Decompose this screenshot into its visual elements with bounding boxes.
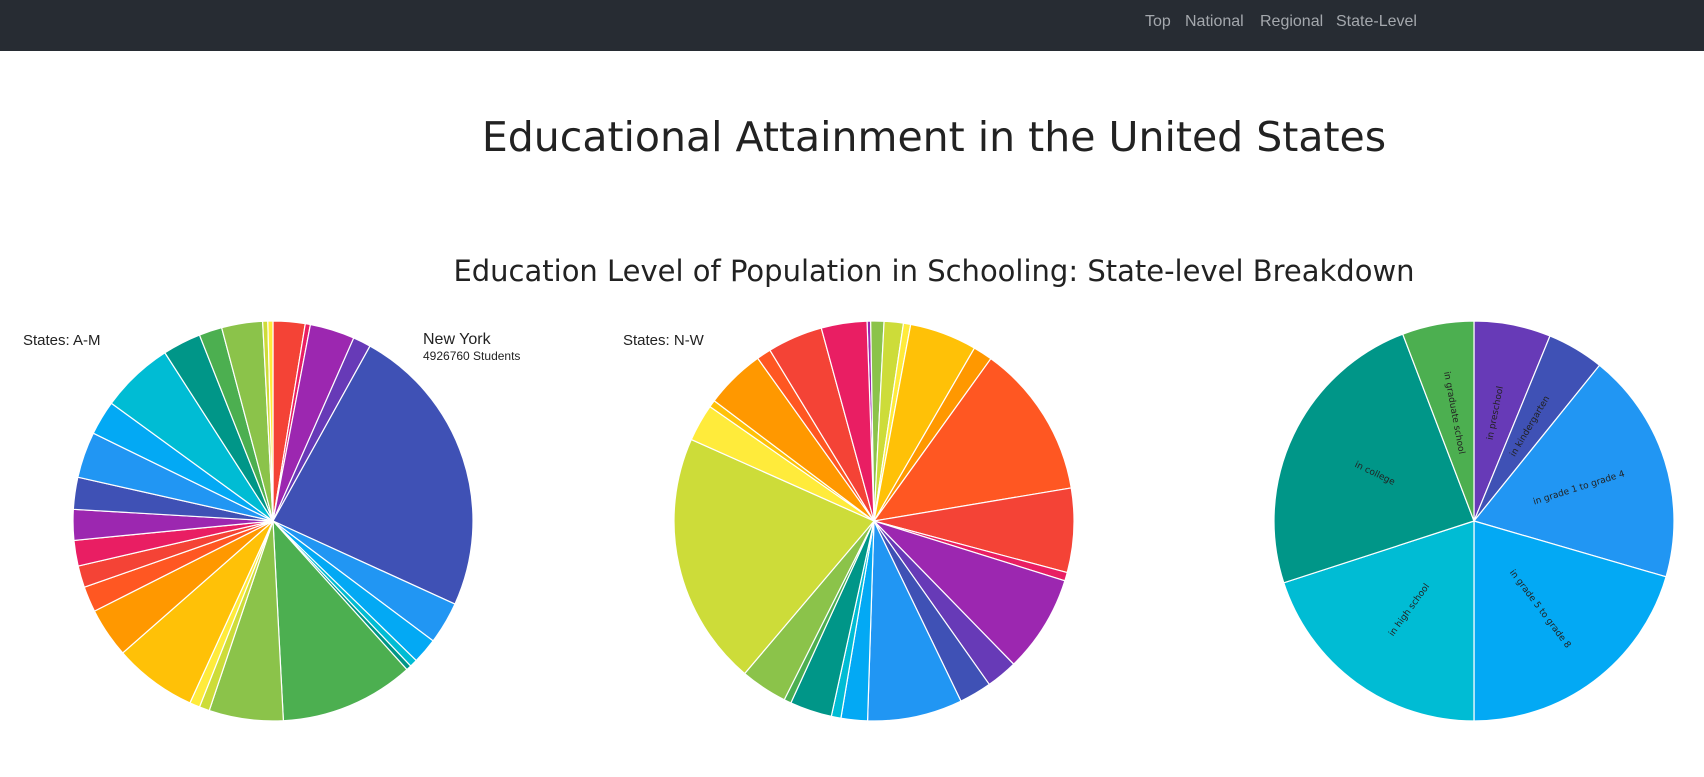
pie-slice-6[interactable] — [872, 357, 1072, 522]
pie-slice-in-grade-1-to-grade-4[interactable] — [1472, 364, 1675, 578]
top-navbar: Top National Regional State-Level — [0, 0, 1704, 51]
hover-label-students: 4926760 Students — [423, 349, 521, 363]
nav-link-national[interactable]: National — [1185, 13, 1244, 30]
pie-slice-9[interactable] — [873, 520, 1066, 666]
pie-slice-4[interactable] — [272, 345, 474, 605]
pie-slice-in-grade-5-to-grade-8[interactable] — [1473, 520, 1667, 722]
section-subtitle: Education Level of Population in Schooli… — [453, 254, 1415, 288]
pie-title-states-n-w: States: N-W — [623, 332, 704, 349]
page-title: Educational Attainment in the United Sta… — [481, 113, 1387, 161]
pie-slice-27[interactable] — [267, 320, 274, 522]
pie-slice-18[interactable] — [673, 438, 875, 675]
pie-slice-12[interactable] — [866, 520, 962, 722]
pie-chart-states-n-w[interactable] — [673, 320, 1075, 722]
pie-slice-in-college[interactable] — [1273, 333, 1475, 584]
pie-slice-in-graduate-school[interactable] — [1401, 320, 1475, 522]
hover-label-state: New York — [423, 331, 491, 348]
pie-slice-9[interactable] — [272, 519, 408, 722]
nav-link-top[interactable]: Top — [1145, 13, 1171, 30]
pie-slice-24[interactable] — [820, 320, 875, 522]
nav-link-regional[interactable]: Regional — [1260, 13, 1324, 30]
pie-chart-states-a-m[interactable] — [72, 320, 474, 722]
pie-slice-in-high-school[interactable] — [1283, 520, 1475, 722]
nav-link-state-level[interactable]: State-Level — [1336, 13, 1417, 30]
pie-title-states-a-m: States: A-M — [23, 332, 101, 349]
